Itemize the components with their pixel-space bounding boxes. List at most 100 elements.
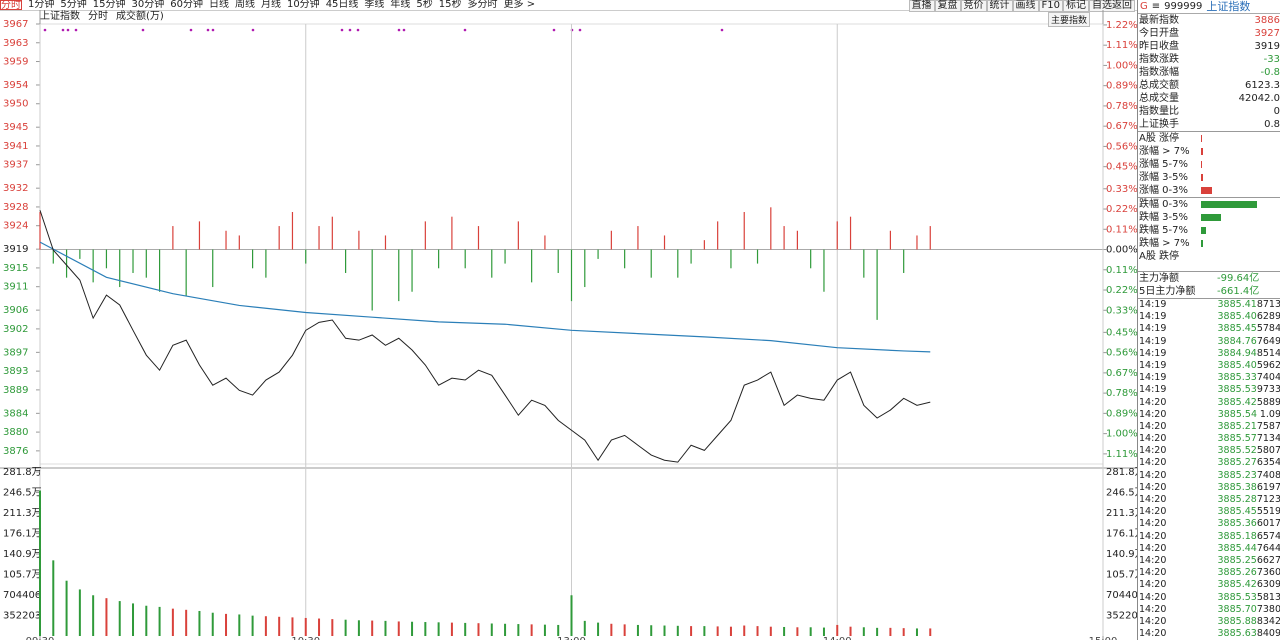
period-tab[interactable]: 更多 > (503, 0, 536, 10)
tool-button[interactable]: 画线 (1012, 0, 1039, 12)
y-tick-label: 3906 (3, 305, 28, 316)
volume-bar (822, 627, 825, 636)
period-tab[interactable]: 季线 (364, 0, 385, 10)
quote-row: 指数涨跌 -33 (1138, 53, 1280, 66)
y2-tick-label: 0.89% (1106, 81, 1137, 92)
event-marker (578, 28, 582, 32)
tick-row: 14:19 3885.45 5784 (1138, 323, 1280, 335)
quote-label: 总成交额 (1139, 80, 1179, 91)
breadth-label: 跌幅 > 7% (1139, 238, 1190, 249)
breadth-bar (1201, 187, 1212, 194)
x-tick-label: 09:30 (26, 636, 55, 640)
tick-time: 14:20 (1139, 530, 1167, 542)
volume-bar (291, 617, 294, 636)
breadth-bar (1201, 148, 1203, 155)
y-tick-label: 3967 (3, 19, 28, 30)
volume-bar (623, 624, 626, 636)
volume-bar (185, 609, 188, 636)
tick-volume: 6627 (1256, 554, 1280, 566)
tick-price: 3885.57 (1217, 433, 1257, 445)
period-tab[interactable]: 15秒 (438, 0, 462, 10)
y2-tick-label: 0.67% (1106, 368, 1137, 379)
volume-bar (357, 620, 360, 636)
x-tick-label: 10:30 (291, 636, 320, 640)
tick-time: 14:19 (1139, 359, 1167, 371)
period-tab[interactable]: 5分钟 (60, 0, 87, 10)
tick-row: 14:20 3885.27 6354 (1138, 457, 1280, 469)
y-tick-label: 3897 (3, 347, 28, 358)
y-tick-label: 3950 (3, 99, 28, 110)
tick-row: 14:19 3885.40 6289 (1138, 311, 1280, 323)
tick-volume: 5784 (1256, 323, 1280, 335)
y2-tick-label: 0.45% (1106, 327, 1137, 338)
period-tab[interactable]: 月线 (260, 0, 281, 10)
quote-value: -0.8 (1260, 67, 1280, 78)
quote-label: 总成交量 (1139, 93, 1179, 104)
breadth-bar (1201, 214, 1221, 221)
tool-button[interactable]: 统计 (986, 0, 1013, 12)
y2-tick-label: 0.33% (1106, 184, 1137, 195)
period-tab[interactable]: 年线 (390, 0, 411, 10)
tick-volume: 7408 (1256, 469, 1280, 481)
event-marker (397, 28, 401, 32)
volume-bar (889, 627, 892, 636)
volume-bar (543, 624, 546, 636)
volume-bar (809, 627, 812, 636)
period-tab[interactable]: 30分钟 (131, 0, 165, 10)
volume-bar (198, 610, 201, 636)
quote-value: -33 (1263, 54, 1280, 65)
breadth-label: 涨幅 > 7% (1139, 146, 1190, 157)
quote-label: 指数涨跌 (1139, 54, 1179, 65)
tick-row: 14:19 3885.53 9733 (1138, 384, 1280, 396)
tick-volume: 6289 (1256, 311, 1280, 323)
quote-menu[interactable]: ≡ (1151, 1, 1161, 12)
volume-bar (145, 605, 148, 636)
volume-bar (597, 622, 600, 636)
tool-button[interactable]: F10 (1038, 0, 1063, 12)
quote-header: G ≡ 999999 上证指数 (1138, 0, 1280, 14)
y-tick-label: 105.7万 (3, 569, 42, 580)
tick-volume: 7123 (1256, 494, 1280, 505)
tool-button[interactable]: 直播 (908, 0, 935, 12)
tool-button[interactable]: 自选返回 (1089, 0, 1135, 12)
volume-bar (570, 595, 573, 636)
event-marker (340, 28, 344, 32)
tick-time: 14:20 (1139, 615, 1167, 627)
period-tab[interactable]: 5秒 (416, 0, 433, 10)
volume-bar (836, 624, 839, 636)
period-tab[interactable]: 分时 (0, 0, 22, 11)
quote-fields: 最新指数 3886 今日开盘 3927 昨日收盘 3919 指数涨跌 -33 指数涨幅 -0.8 总… (1138, 14, 1280, 131)
tool-button[interactable]: 复盘 (934, 0, 961, 12)
breadth-bar (1201, 227, 1206, 234)
period-tab[interactable]: 15分钟 (92, 0, 126, 10)
volume-bar (716, 626, 719, 636)
period-tab[interactable]: 10分钟 (286, 0, 320, 10)
tick-volume: 6197 (1256, 481, 1280, 493)
y-tick-label: 211.3万 (3, 508, 42, 519)
volume-bar (225, 613, 228, 636)
tick-row: 14:20 3885.18 6574 (1138, 531, 1280, 543)
period-tab[interactable]: 多分时 (467, 0, 498, 10)
period-tab[interactable]: 日线 (208, 0, 229, 10)
period-tab[interactable]: 60分钟 (170, 0, 203, 10)
tool-button[interactable]: 竞价 (960, 0, 987, 12)
main-index-button[interactable]: 主要指数 (1048, 12, 1091, 27)
tick-time: 14:20 (1139, 457, 1167, 469)
period-tab[interactable]: 45日线 (325, 0, 359, 10)
tick-time: 14:20 (1139, 554, 1167, 566)
volume-bar (411, 621, 414, 636)
event-marker (189, 28, 193, 32)
tick-price: 3885.45 (1217, 506, 1257, 518)
tool-button[interactable]: 标记 (1063, 0, 1089, 12)
y2-tick-label: 1.00% (1106, 429, 1137, 440)
quote-row: 上证换手 0.8 (1138, 118, 1280, 131)
period-tab[interactable]: 周线 (234, 0, 255, 10)
tick-volume: 7134 (1256, 433, 1280, 445)
breadth-label: 跌幅 3-5% (1139, 212, 1189, 223)
period-tab[interactable]: 1分钟 (28, 0, 55, 10)
quote-value: 0.8 (1264, 119, 1280, 130)
tick-row: 14:19 3885.41 8713 (1138, 299, 1280, 311)
tick-row: 14:20 3885.45 5519 (1138, 506, 1280, 518)
volume-bar (530, 624, 533, 636)
